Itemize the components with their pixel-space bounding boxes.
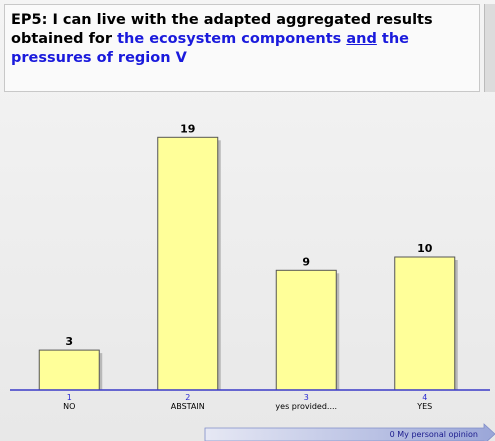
category-number: 1	[67, 393, 72, 402]
category-label: NO	[63, 402, 75, 411]
category-label: ABSTAIN	[171, 402, 205, 411]
bar	[157, 136, 219, 391]
bar	[38, 349, 100, 391]
title-part: and	[346, 31, 377, 47]
category-label: YES	[416, 402, 432, 411]
panel-edge	[484, 4, 495, 92]
category-number: 3	[304, 393, 309, 402]
value-label: 10	[417, 242, 433, 255]
value-label: 3	[65, 335, 73, 348]
button-label: 0 My personal opinion	[390, 430, 478, 439]
title-part: the pressures of region V	[11, 31, 409, 66]
bar	[275, 269, 337, 391]
opinion-button[interactable]: 0 My personal opinion	[204, 423, 495, 441]
value-label: 9	[302, 255, 310, 268]
bar	[394, 256, 456, 391]
category-number: 4	[422, 393, 427, 402]
title-part: the ecosystem components	[117, 31, 347, 47]
question-title: EP5: I can live with the adapted aggrega…	[4, 4, 480, 92]
category-label: yes provided....	[275, 402, 337, 411]
value-label: 19	[180, 122, 195, 135]
title-part: EP5: I can live with the adapted aggrega…	[11, 12, 433, 47]
category-number: 2	[185, 393, 190, 402]
